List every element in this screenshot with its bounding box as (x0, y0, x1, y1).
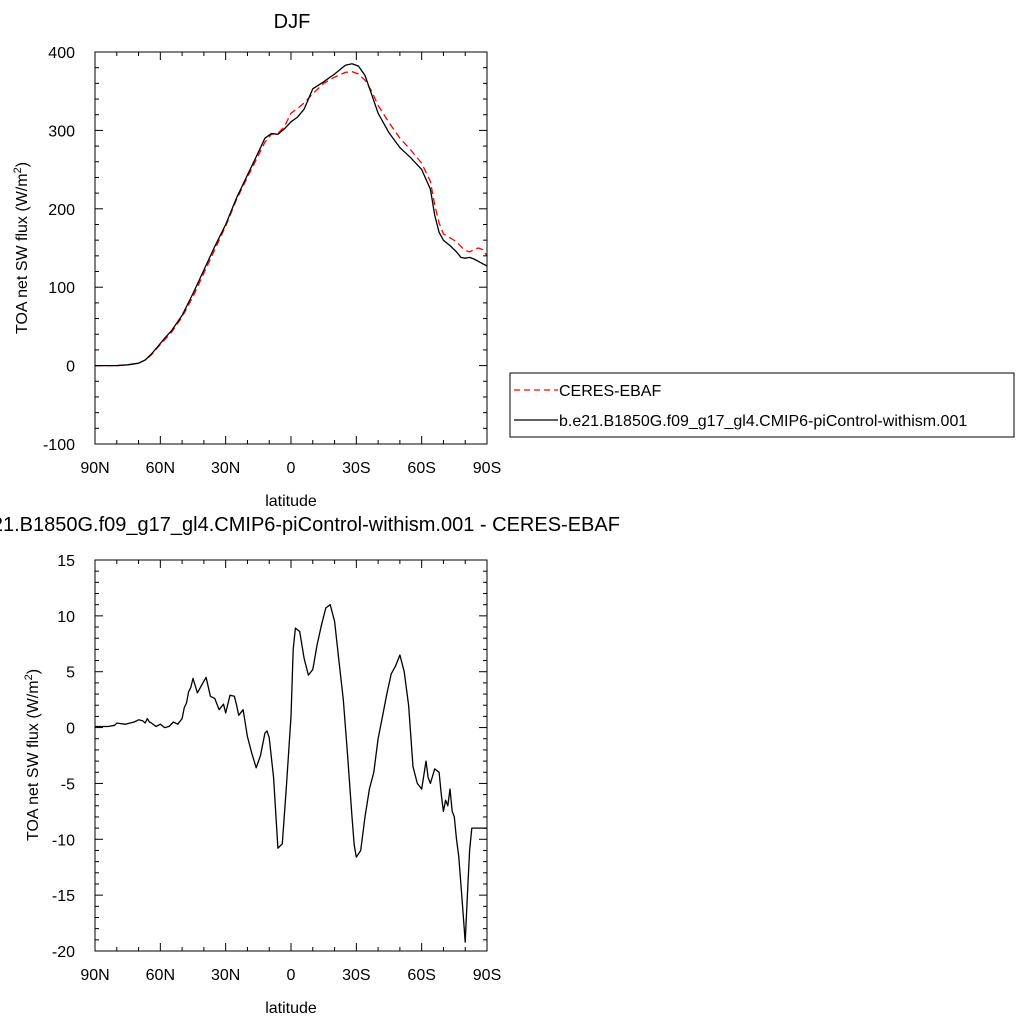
legend-label-ceres-ebaf: CERES-EBAF (559, 383, 661, 400)
y-tick-label: -5 (61, 776, 75, 793)
legend: CERES-EBAF b.e21.B1850G.f09_g17_gl4.CMIP… (509, 372, 1015, 438)
x-tick-label: 30S (342, 460, 370, 477)
series-line-model (95, 63, 488, 367)
x-tick-label: 60N (146, 967, 175, 984)
y-tick-label: 300 (48, 123, 75, 140)
y-tick-label: -100 (43, 437, 75, 454)
x-tick-label: 90N (80, 967, 109, 984)
x-tick-label: 60S (407, 967, 435, 984)
y-tick-label: 100 (48, 280, 75, 297)
x-tick-label: 0 (287, 967, 296, 984)
series-group (95, 63, 488, 367)
x-tick-label: 60N (146, 460, 175, 477)
x-tick-label: 90S (473, 967, 501, 984)
series-group (95, 604, 487, 943)
ticks-group: 90N 60N 30N 0 30S 60S 90S -100 0 100 200 300 400 (43, 45, 501, 477)
y-tick-label: 5 (66, 665, 75, 682)
y-tick-label: -15 (52, 888, 75, 905)
x-tick-label: 90S (473, 460, 501, 477)
y-axis-label-main: TOA net SW flux (W/m (25, 680, 42, 841)
y-tick-label: 200 (48, 202, 75, 219)
ticks-group: 90N 60N 30N 0 30S 60S 90S -20 -15 -10 -5 0 5 10 15 (52, 553, 501, 984)
y-tick-label: 10 (57, 609, 75, 626)
plot-frame (94, 51, 488, 445)
x-axis-label: latitude (265, 493, 317, 510)
y-axis-label-superscript: 2 (23, 674, 35, 680)
y-axis-label: TOA net SW flux (W/m2) (23, 669, 42, 841)
legend-label-model: b.e21.B1850G.f09_g17_gl4.CMIP6-piControl… (559, 413, 967, 430)
legend-box (509, 372, 1015, 438)
series-line-model (95, 604, 487, 943)
y-tick-label: 0 (66, 359, 75, 376)
y-axis-label-superscript: 2 (12, 167, 24, 173)
y-axis-label-close: ) (25, 669, 42, 674)
y-axis-label: TOA net SW flux (W/m2) (12, 162, 31, 334)
chart-title: b.e21.B1850G.f09_g17_gl4.CMIP6-piControl… (0, 514, 620, 536)
series-line-ceres-ebaf (95, 70, 488, 367)
y-tick-label: -10 (52, 832, 75, 849)
x-tick-label: 30N (211, 460, 240, 477)
y-axis-label-main: TOA net SW flux (W/m (14, 173, 31, 334)
x-tick-label: 0 (287, 460, 296, 477)
plot-frame (94, 559, 488, 952)
y-tick-label: 15 (57, 553, 75, 570)
chart-title: DJF (274, 11, 311, 33)
y-tick-label: 0 (66, 721, 75, 738)
y-tick-label: 400 (48, 45, 75, 62)
x-tick-label: 90N (80, 460, 109, 477)
y-tick-label: -20 (52, 944, 75, 961)
panel-djf: DJF 90N 60N 30N 0 30S 60S 90S -100 0 100 200 300 400… (12, 11, 1015, 510)
x-tick-label: 30N (211, 967, 240, 984)
y-axis-label-close: ) (14, 162, 31, 167)
x-tick-label: 30S (342, 967, 370, 984)
panel-difference: b.e21.B1850G.f09_g17_gl4.CMIP6-piControl… (0, 514, 620, 1017)
x-tick-label: 60S (407, 460, 435, 477)
x-axis-label: latitude (265, 1000, 317, 1017)
